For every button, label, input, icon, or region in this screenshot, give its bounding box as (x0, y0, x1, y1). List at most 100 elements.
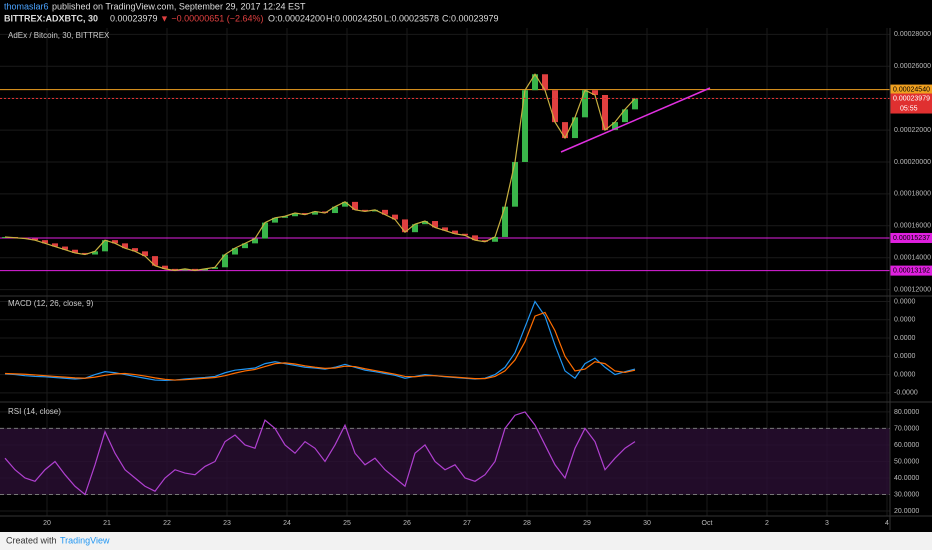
x-tick-label: 23 (223, 520, 231, 527)
rsi-line (4, 411, 636, 496)
footer-bar (0, 532, 932, 550)
y-tick-label: 0.0000 (894, 335, 916, 342)
macd-line (4, 300, 636, 382)
candle (292, 213, 298, 217)
candle (182, 268, 188, 271)
level-tag (890, 84, 932, 95)
price-line (4, 73, 636, 272)
level-tag (890, 265, 932, 276)
candle (342, 201, 348, 207)
x-tick-label: Oct (702, 520, 713, 527)
candle (262, 222, 268, 239)
x-tick-label: 20 (43, 520, 51, 527)
candle (352, 201, 358, 210)
x-tick-label: 3 (825, 520, 829, 527)
candle (562, 122, 568, 139)
close: C:0.00023979 (442, 13, 499, 23)
candle (72, 249, 78, 253)
candle (602, 95, 608, 131)
y-tick-label: 0.00022000 (894, 127, 931, 134)
candle (552, 90, 558, 123)
candle (612, 122, 618, 131)
x-tick-label: 2 (765, 520, 769, 527)
low: L:0.00023578 (384, 13, 439, 23)
rsi-band (0, 428, 890, 495)
x-tick-label: 28 (523, 520, 531, 527)
macd-line (4, 311, 636, 381)
level-label: 0.00015237 (893, 235, 930, 242)
candle (102, 240, 108, 252)
candle (222, 254, 228, 268)
candle (242, 243, 248, 249)
level-label: 0.00024540 (893, 86, 930, 93)
published: published on TradingView.com, September … (52, 1, 306, 11)
y-tick-label: 0.00012000 (894, 286, 931, 293)
candle (202, 268, 208, 271)
x-tick-label: 29 (583, 520, 591, 527)
x-tick-label: 4 (885, 520, 889, 527)
y-tick-label: 30.0000 (894, 491, 919, 498)
candle (502, 206, 508, 237)
candle (402, 219, 408, 233)
candle (32, 238, 38, 241)
candle (482, 240, 488, 242)
y-tick-label: 0.00016000 (894, 223, 931, 230)
candle (122, 243, 128, 249)
main-legend: AdEx / Bitcoin, 30, BITTREX (8, 31, 110, 40)
y-tick-label: -0.0000 (894, 390, 918, 397)
candle (302, 213, 308, 215)
candle (592, 90, 598, 95)
candle (622, 109, 628, 123)
level-tag (890, 232, 932, 243)
y-tick-label: 0.0000 (894, 298, 916, 305)
candle (142, 251, 148, 257)
candle (82, 252, 88, 255)
candle (512, 162, 518, 207)
footer-created: Created with (6, 535, 57, 545)
y-tick-label: 0.00028000 (894, 31, 931, 38)
candle (382, 209, 388, 215)
candle (572, 117, 578, 139)
candle (362, 209, 368, 212)
x-tick-label: 22 (163, 520, 171, 527)
countdown: 05:55 (900, 105, 918, 112)
candle (312, 211, 318, 215)
candle (632, 98, 638, 110)
rsi-legend: RSI (14, close) (8, 407, 61, 416)
last-price-tag (890, 93, 932, 114)
last: 0.00023979 (110, 13, 158, 23)
candle (152, 256, 158, 266)
candle (282, 216, 288, 218)
candle (462, 233, 468, 236)
candle (532, 74, 538, 91)
footer-brand[interactable]: TradingView (60, 535, 110, 545)
y-tick-label: 70.0000 (894, 425, 919, 432)
candle (492, 236, 498, 242)
x-tick-label: 24 (283, 520, 291, 527)
x-tick-label: 25 (343, 520, 351, 527)
candle (232, 248, 238, 255)
x-tick-label: 21 (103, 520, 111, 527)
y-tick-label: 0.0000 (894, 317, 916, 324)
candle (452, 230, 458, 234)
last-price-label: 0.00023979 (893, 95, 930, 102)
y-tick-label: 40.0000 (894, 475, 919, 482)
author[interactable]: thomaslar6 (4, 1, 49, 11)
y-tick-label: 50.0000 (894, 458, 919, 465)
candle (392, 214, 398, 220)
high: H:0.00024250 (326, 13, 383, 23)
candle (372, 209, 378, 212)
candle (192, 268, 198, 271)
candle (472, 235, 478, 241)
y-tick-label: 0.00014000 (894, 255, 931, 262)
trend-line (560, 87, 711, 153)
candle (522, 90, 528, 162)
candle (212, 267, 218, 269)
plot-area: 0.00012000 0.00014000 0.00016000 0.00018000… (0, 28, 932, 527)
y-tick-label: 0.00020000 (894, 159, 931, 166)
change: ▼ −0.00000651 (−2.64%) (160, 13, 263, 23)
candle (332, 206, 338, 214)
candle (442, 227, 448, 231)
